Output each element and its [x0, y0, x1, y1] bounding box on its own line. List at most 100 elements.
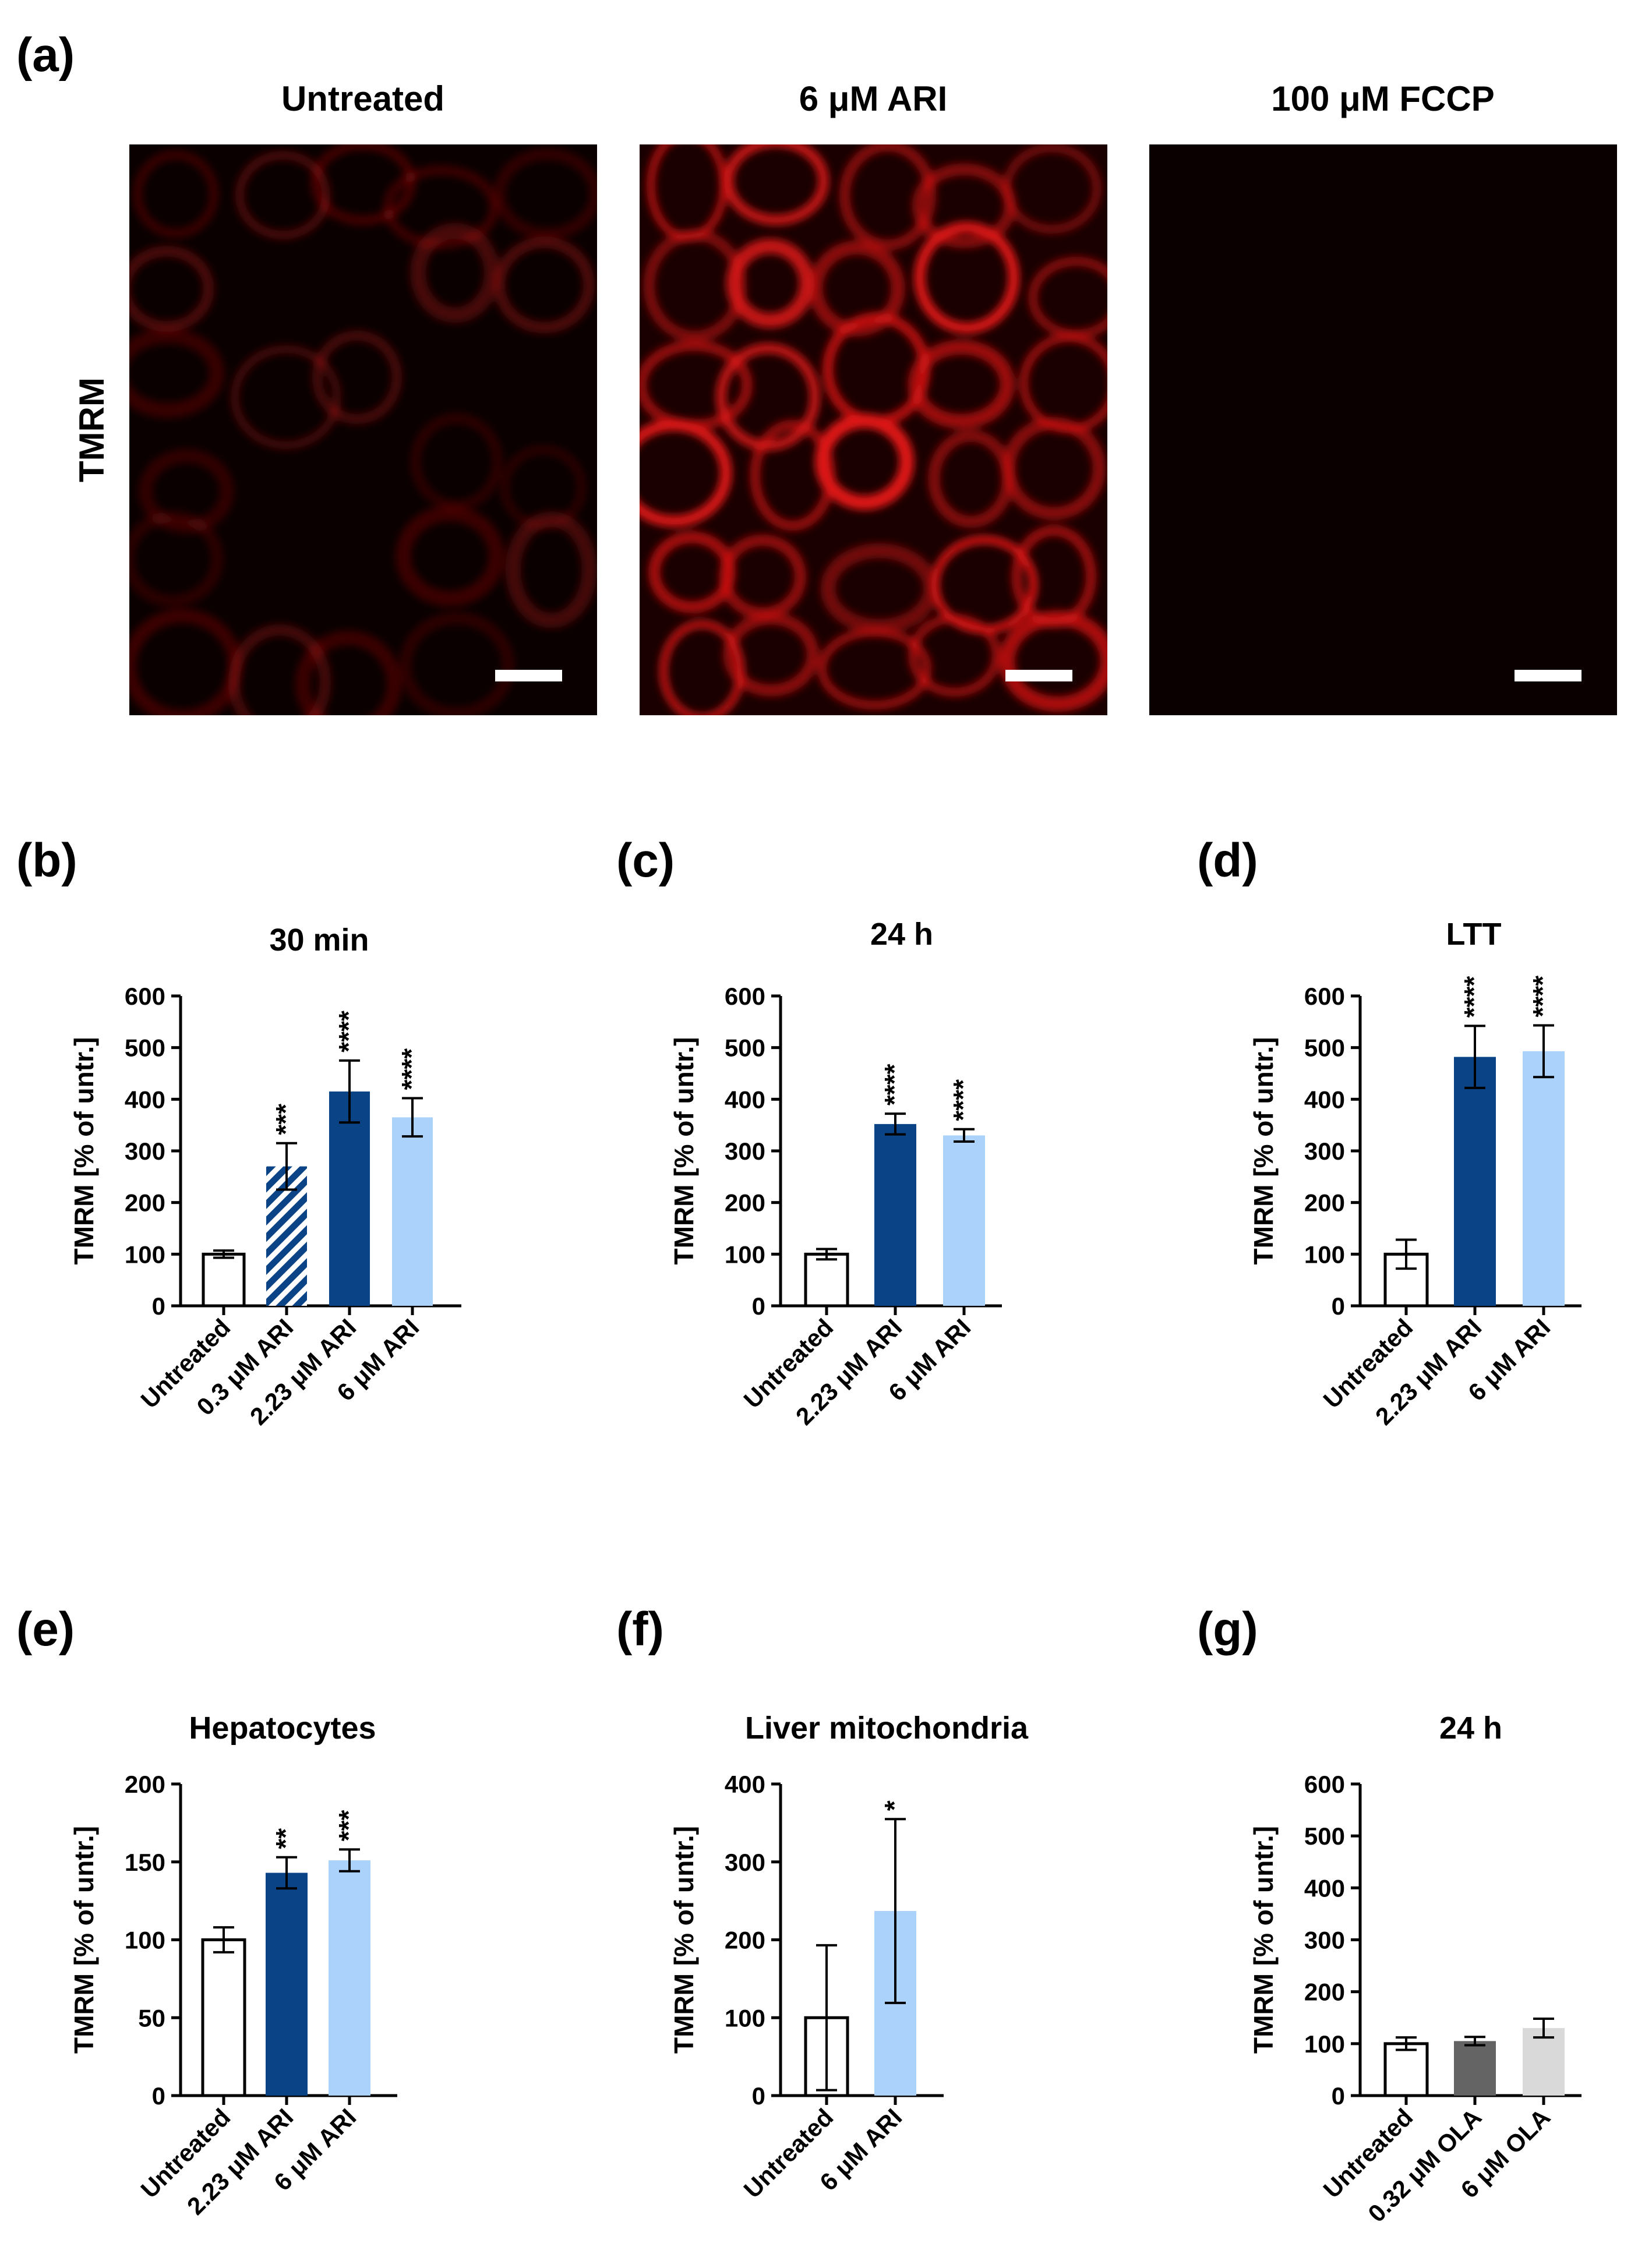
cell-ring [1002, 144, 1102, 234]
bar [202, 1252, 246, 1308]
y-tick-label: 500 [725, 1034, 765, 1062]
panel-letter: (f) [616, 1603, 664, 1656]
bar [201, 1938, 246, 2097]
cell-ring [723, 144, 829, 225]
significance-marker: **** [948, 1079, 978, 1121]
y-tick-label: 400 [1304, 1086, 1345, 1113]
micrograph-6um-ari-title: 6 μM ARI [799, 79, 948, 118]
chart-title: LTT [1446, 917, 1502, 952]
chart-g: (g) 24 h TMRM [% of untr.] 0 100 200 300 400 500… [1197, 1603, 1581, 2227]
cell-ring [129, 245, 214, 332]
y-tick-label: 0 [752, 2082, 765, 2110]
significance-marker: ** [270, 1828, 301, 1849]
cell-ring [312, 330, 403, 425]
y-tick-label: 400 [125, 1086, 165, 1113]
micrograph-100um-fccp-title: 100 μM FCCP [1271, 79, 1494, 118]
chart-b: (b) 30 min TMRM [% of untr.] 0 100 200 300 400 5… [16, 834, 461, 1430]
y-tick-label: 50 [138, 2004, 165, 2032]
cell-ring [640, 419, 732, 528]
y-tick-label: 500 [1304, 1034, 1345, 1062]
bar [1523, 1051, 1565, 1306]
significance-marker: *** [333, 1810, 363, 1842]
chart-title: Hepatocytes [189, 1711, 376, 1746]
y-tick-label: 200 [1304, 1979, 1345, 2006]
y-tick-label: 0 [1332, 1292, 1345, 1320]
y-tick-label: 600 [125, 983, 165, 1010]
y-tick-label: 100 [725, 2004, 765, 2032]
chart-f: (f) Liver mitochondria TMRM [% of untr.] 0 1… [616, 1603, 1029, 2203]
cell-ring [726, 238, 815, 328]
y-tick-label: 500 [1304, 1822, 1345, 1850]
y-tick-label: 100 [125, 1241, 165, 1268]
y-tick-label: 600 [1304, 1771, 1345, 1798]
panel-letter: (b) [16, 834, 77, 887]
cell-ring [908, 340, 1015, 429]
y-axis-label: TMRM [% of untr.] [669, 1826, 699, 2054]
y-tick-label: 300 [125, 1137, 165, 1165]
y-tick-label: 100 [1304, 2030, 1345, 2058]
chart-title: 30 min [269, 923, 369, 958]
cell-ring [908, 614, 1001, 697]
cell-ring [231, 345, 341, 450]
chart-c: (c) 24 h TMRM [% of untr.] 0 100 200 300 400 500… [616, 834, 1002, 1430]
bar [943, 1135, 985, 1306]
y-tick-label: 400 [725, 1771, 765, 1798]
bar [392, 1117, 433, 1306]
y-tick-label: 600 [725, 983, 765, 1010]
y-axis-label: TMRM [% of untr.] [669, 1037, 699, 1265]
significance-marker: **** [1459, 976, 1489, 1018]
significance-marker: **** [396, 1048, 426, 1090]
y-tick-label: 200 [125, 1771, 165, 1798]
y-tick-label: 0 [1332, 2082, 1345, 2110]
panel-letter: (c) [616, 834, 675, 887]
y-tick-label: 200 [1304, 1189, 1345, 1217]
bar [804, 1252, 849, 1308]
panel-letter: (d) [1197, 834, 1258, 887]
micrograph-untreated-title: Untreated [281, 79, 444, 118]
significance-marker: * [879, 1800, 909, 1811]
cell-ring [410, 222, 500, 323]
y-axis-label: TMRM [% of untr.] [1248, 1826, 1279, 2054]
cell-ring [999, 610, 1107, 712]
cell-ring [839, 144, 937, 250]
cell-ring [493, 236, 595, 334]
cell-ring [395, 506, 504, 607]
bar [874, 1124, 916, 1306]
y-tick-label: 400 [1304, 1874, 1345, 1902]
cell-ring [493, 148, 597, 240]
y-tick-label: 0 [152, 1292, 165, 1320]
significance-marker: **** [333, 1011, 363, 1052]
cell-ring [723, 612, 819, 697]
chart-d: (d) LTT TMRM [% of untr.] 0 100 200 300 400 500 6… [1197, 834, 1581, 1430]
cell-ring [129, 510, 223, 607]
y-tick-label: 300 [1304, 1927, 1345, 1954]
significance-marker: *** [270, 1104, 301, 1135]
y-tick-label: 100 [725, 1241, 765, 1268]
y-axis-label: TMRM [% of untr.] [69, 1037, 99, 1265]
cell-ring [139, 448, 234, 534]
chart-title: 24 h [870, 917, 933, 952]
micrograph-100um-fccp: 100 μM FCCP [1149, 79, 1617, 715]
scale-bar [495, 670, 562, 681]
y-tick-label: 100 [1304, 1241, 1345, 1268]
y-tick-label: 200 [125, 1189, 165, 1217]
tmrm-row-label: TMRM [72, 377, 111, 482]
bar [1523, 2028, 1565, 2096]
significance-marker: **** [1527, 976, 1558, 1018]
cell-ring [133, 150, 218, 238]
y-tick-label: 300 [725, 1137, 765, 1165]
y-tick-label: 400 [725, 1086, 765, 1113]
panel-letter: (g) [1197, 1603, 1258, 1656]
y-tick-label: 0 [752, 1292, 765, 1320]
y-axis-label: TMRM [% of untr.] [69, 1826, 99, 2054]
panel-letter: (e) [16, 1603, 75, 1656]
cell-ring [235, 150, 331, 240]
cell-ring [820, 543, 938, 634]
micrograph-6um-ari: 6 μM ARI [640, 79, 1107, 715]
micrograph-untreated: Untreated [129, 79, 597, 715]
cell-ring [809, 240, 905, 337]
cell-ring [410, 413, 503, 511]
chart-title: 24 h [1439, 1711, 1502, 1746]
significance-marker: **** [879, 1064, 909, 1105]
